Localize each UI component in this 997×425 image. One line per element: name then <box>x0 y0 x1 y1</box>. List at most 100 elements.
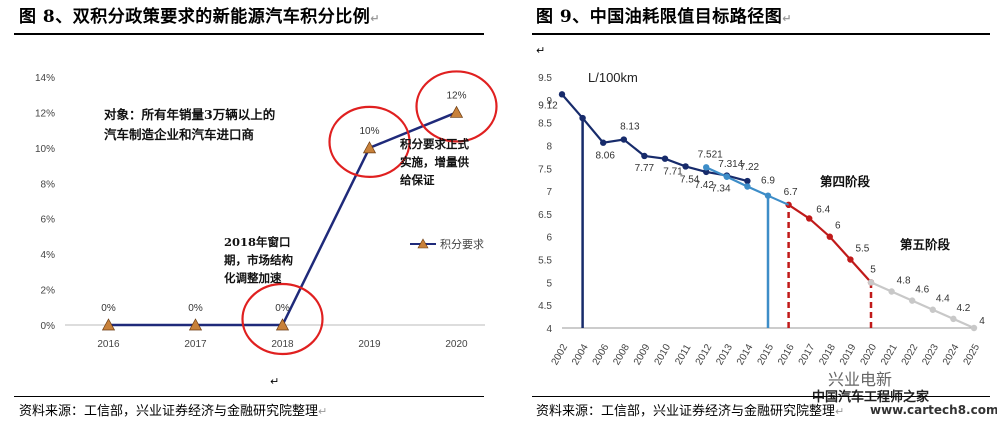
x-tick-label: 2013 <box>714 342 735 367</box>
data-point-marker <box>929 306 936 313</box>
watermark-brand: 兴业电新 <box>828 370 893 389</box>
data-point-marker <box>600 139 607 146</box>
point-label: 4.8 <box>897 275 911 286</box>
point-label: 6 <box>835 221 841 232</box>
watermark-url: www.cartech8.com <box>870 403 997 417</box>
data-point-marker <box>744 183 751 190</box>
y-tick-label: 6 <box>546 233 552 244</box>
data-point-marker <box>558 91 566 98</box>
y-tick-label: 4% <box>41 250 56 261</box>
left-annotation-window-3: 化调整加速 <box>224 271 282 285</box>
right-point-labels: 9.128.068.137.77 7.717.547.427.5217.347.3… <box>538 100 985 327</box>
left-annotation-target-1: 对象：所有年销量3万辆以上的 <box>104 107 275 122</box>
left-annotation-window-1: 2018年窗口 <box>224 235 291 249</box>
data-point-marker <box>867 279 875 286</box>
y-tick-label: 9 <box>546 96 552 107</box>
data-point-marker <box>188 318 203 331</box>
point-label: 4.2 <box>956 303 970 314</box>
data-point-marker <box>101 318 116 331</box>
data-point-marker <box>744 177 751 185</box>
x-tick-label: 2022 <box>900 342 921 367</box>
point-label: 8.06 <box>595 151 615 162</box>
data-point-marker <box>620 136 627 143</box>
y-tick-label: 5.5 <box>538 256 552 267</box>
data-point-marker <box>661 155 669 162</box>
left-annotation-impl-2: 实施，增量供 <box>400 155 469 169</box>
series-line <box>870 281 975 330</box>
left-highlight-circles <box>241 70 498 356</box>
point-label: 7.71 <box>663 167 683 178</box>
x-tick-label: 2004 <box>570 342 591 367</box>
point-label: 7.34 <box>711 184 731 195</box>
data-point-marker <box>970 324 978 332</box>
point-label: 7.54 <box>680 174 700 185</box>
point-label: 4.4 <box>936 294 950 305</box>
x-tick-label: 2016 <box>97 339 120 350</box>
x-tick-label: 2002 <box>550 342 571 367</box>
right-title-rule <box>532 33 990 35</box>
left-series <box>101 105 464 331</box>
x-tick-label: 2019 <box>358 339 381 350</box>
left-source: 资料来源：工信部，兴业证券经济与金融研究院整理↵ <box>19 404 328 419</box>
y-tick-label: 5 <box>546 278 552 289</box>
left-chart: 0%2%4%6%8%10%12%14%2016 2017 2018 2019 2020 … <box>35 70 498 388</box>
x-tick-label: 2015 <box>756 342 777 367</box>
left-annotation-impl-1: 积分要求正式 <box>400 137 469 151</box>
point-label: 6.4 <box>816 204 830 215</box>
x-tick-label: 2025 <box>962 342 983 367</box>
y-tick-label: 9.5 <box>538 73 552 84</box>
x-tick-label: 2018 <box>817 342 838 367</box>
left-annotation-target-2: 汽车制造企业和汽车进口商 <box>104 127 254 142</box>
point-label: 6.7 <box>784 187 798 198</box>
point-label: 4.6 <box>915 285 929 296</box>
data-point-marker <box>723 173 730 180</box>
series-line <box>705 166 769 197</box>
highlight-circle <box>328 105 411 178</box>
x-tick-label: 2011 <box>673 342 693 367</box>
y-tick-label: 0% <box>41 321 56 332</box>
x-tick-label: 2020 <box>445 339 468 350</box>
point-label: 4 <box>979 316 985 327</box>
right-figure-title: 图 9、中国油耗限值目标路径图↵ <box>536 7 792 27</box>
y-tick-label: 7.5 <box>538 164 552 175</box>
point-label: 7.22 <box>740 162 760 173</box>
x-tick-label: 2010 <box>653 342 674 367</box>
left-data-labels: 0% 0% 0% 10% 12% <box>101 90 466 314</box>
series-line <box>561 93 748 183</box>
stage5-label: 第五阶段 <box>900 237 951 252</box>
data-point-marker <box>847 256 854 263</box>
x-tick-label: 2008 <box>611 342 632 367</box>
data-point-marker <box>682 163 689 170</box>
point-label: 8.13 <box>620 122 640 133</box>
y-tick-label: 7 <box>546 187 552 198</box>
point-label: 9.12 <box>538 100 558 111</box>
point-label: 7.77 <box>635 163 655 174</box>
series-connector <box>767 194 790 206</box>
x-tick-label: 2016 <box>776 342 797 367</box>
watermark-site-name: 中国汽车工程师之家 <box>812 390 930 405</box>
y-tick-label: 4.5 <box>538 301 552 312</box>
data-point-marker <box>826 233 833 240</box>
data-point-marker <box>909 297 916 304</box>
y-tick-label: 6% <box>41 215 56 226</box>
legend-marker-icon <box>417 238 429 249</box>
y-tick-label: 12% <box>35 108 55 119</box>
x-tick-label: 2020 <box>859 342 880 367</box>
point-label: 5.5 <box>855 244 869 255</box>
data-label: 0% <box>188 303 203 314</box>
data-point-marker <box>579 114 586 122</box>
y-tick-label: 14% <box>35 73 55 84</box>
y-tick-label: 8% <box>41 179 56 190</box>
x-tick-label: 2024 <box>941 342 962 367</box>
x-tick-label: 2017 <box>797 342 818 367</box>
highlight-circle <box>241 282 324 356</box>
right-vertical-lines <box>581 118 873 328</box>
point-label: 7.314 <box>718 159 743 170</box>
x-tick-label: 2006 <box>591 342 612 367</box>
y-tick-label: 8 <box>546 141 552 152</box>
data-point-marker <box>703 164 710 171</box>
point-label: 6.9 <box>761 176 775 187</box>
data-label: 10% <box>359 126 379 137</box>
x-tick-label: 2019 <box>838 342 859 367</box>
